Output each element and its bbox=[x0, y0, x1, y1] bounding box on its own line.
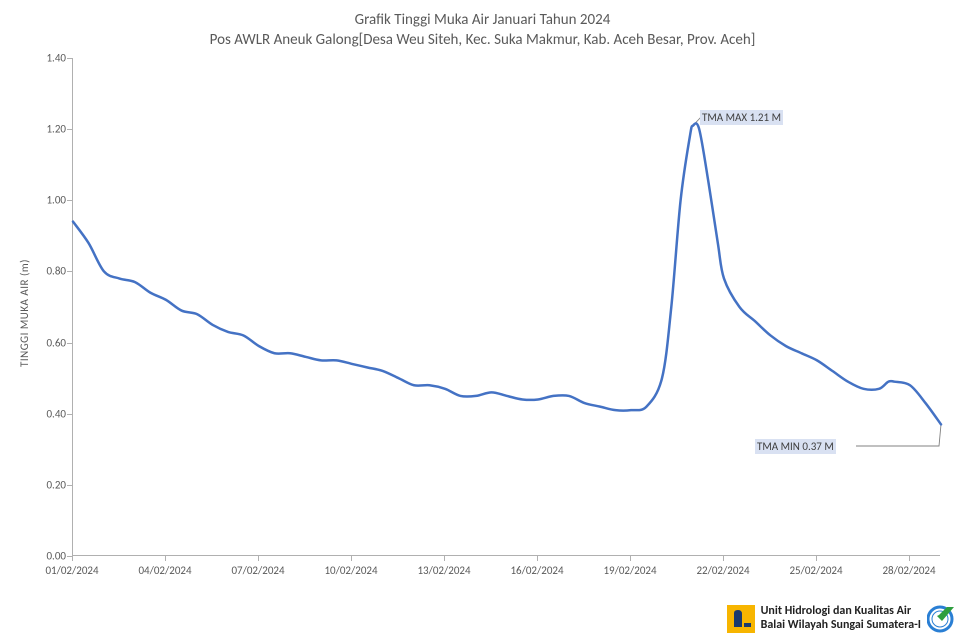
annotation-min: TMA MIN 0.37 M bbox=[755, 439, 836, 454]
y-tick-mark bbox=[67, 200, 72, 201]
x-tick-mark bbox=[72, 556, 73, 561]
annotation-max: TMA MAX 1.21 M bbox=[700, 110, 783, 125]
x-tick-mark bbox=[351, 556, 352, 561]
x-tick-mark bbox=[444, 556, 445, 561]
y-tick-mark bbox=[67, 343, 72, 344]
footer-line2: Balai Wilayah Sungai Sumatera-I bbox=[761, 619, 921, 633]
y-tick-label: 0.40 bbox=[26, 407, 66, 420]
y-tick-mark bbox=[67, 485, 72, 486]
x-tick-label: 28/02/2024 bbox=[882, 564, 935, 577]
x-tick-label: 04/02/2024 bbox=[138, 564, 191, 577]
y-tick-label: 0.20 bbox=[26, 478, 66, 491]
data-line bbox=[73, 58, 941, 556]
x-tick-label: 22/02/2024 bbox=[696, 564, 749, 577]
chart-title-block: Grafik Tinggi Muka Air Januari Tahun 202… bbox=[0, 0, 965, 51]
y-tick-label: 0.60 bbox=[26, 336, 66, 349]
y-tick-label: 1.20 bbox=[26, 123, 66, 136]
y-tick-label: 1.00 bbox=[26, 194, 66, 207]
chart-container: Grafik Tinggi Muka Air Januari Tahun 202… bbox=[0, 0, 965, 637]
chart-title-line2: Pos AWLR Aneuk Galong[Desa Weu Siteh, Ke… bbox=[0, 30, 965, 50]
footer-line1: Unit Hidrologi dan Kualitas Air bbox=[761, 605, 921, 619]
x-tick-label: 19/02/2024 bbox=[603, 564, 656, 577]
chart-title-line1: Grafik Tinggi Muka Air Januari Tahun 202… bbox=[0, 10, 965, 30]
y-tick-label: 1.40 bbox=[26, 52, 66, 65]
y-tick-mark bbox=[67, 58, 72, 59]
x-tick-label: 16/02/2024 bbox=[510, 564, 563, 577]
y-tick-mark bbox=[67, 129, 72, 130]
x-tick-mark bbox=[630, 556, 631, 561]
x-tick-label: 10/02/2024 bbox=[324, 564, 377, 577]
y-tick-mark bbox=[67, 271, 72, 272]
x-tick-label: 25/02/2024 bbox=[789, 564, 842, 577]
x-tick-mark bbox=[723, 556, 724, 561]
cert-badge-icon bbox=[927, 605, 955, 633]
y-tick-label: 0.00 bbox=[26, 550, 66, 563]
x-tick-mark bbox=[165, 556, 166, 561]
org-logo-icon bbox=[727, 605, 755, 633]
x-tick-label: 01/02/2024 bbox=[45, 564, 98, 577]
x-tick-label: 07/02/2024 bbox=[231, 564, 284, 577]
y-tick-label: 0.80 bbox=[26, 265, 66, 278]
y-tick-mark bbox=[67, 414, 72, 415]
x-tick-mark bbox=[816, 556, 817, 561]
x-tick-mark bbox=[909, 556, 910, 561]
x-tick-mark bbox=[258, 556, 259, 561]
footer: Unit Hidrologi dan Kualitas Air Balai Wi… bbox=[727, 605, 955, 633]
plot-area bbox=[72, 58, 940, 556]
x-tick-label: 13/02/2024 bbox=[417, 564, 470, 577]
x-tick-mark bbox=[537, 556, 538, 561]
footer-text: Unit Hidrologi dan Kualitas Air Balai Wi… bbox=[761, 605, 921, 633]
